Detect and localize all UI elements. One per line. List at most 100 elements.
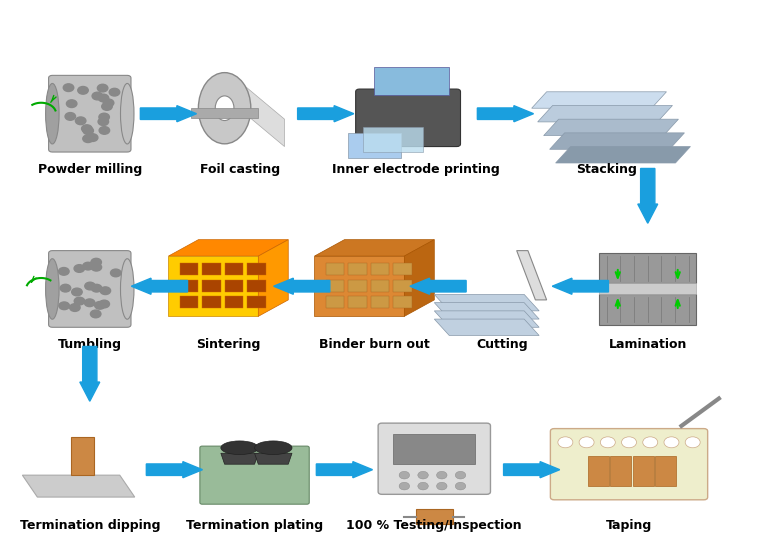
Circle shape: [83, 127, 94, 135]
Bar: [224, 280, 243, 292]
Polygon shape: [258, 240, 288, 316]
Polygon shape: [232, 76, 284, 147]
Polygon shape: [131, 278, 187, 294]
Polygon shape: [531, 92, 667, 108]
Bar: [655, 456, 676, 486]
Bar: [599, 284, 697, 295]
Circle shape: [418, 471, 429, 479]
Polygon shape: [254, 453, 292, 464]
Bar: [393, 434, 475, 464]
Polygon shape: [434, 295, 539, 311]
Circle shape: [91, 264, 101, 271]
Polygon shape: [363, 127, 423, 152]
Text: Cutting: Cutting: [476, 338, 528, 351]
Ellipse shape: [121, 259, 134, 319]
Bar: [415, 509, 453, 524]
Circle shape: [71, 288, 82, 296]
Circle shape: [58, 267, 69, 275]
Bar: [599, 295, 697, 325]
Polygon shape: [141, 106, 197, 122]
Ellipse shape: [215, 96, 234, 121]
FancyBboxPatch shape: [378, 423, 491, 494]
Polygon shape: [504, 461, 560, 478]
Polygon shape: [314, 240, 434, 256]
Circle shape: [99, 300, 110, 308]
Bar: [611, 456, 631, 486]
Bar: [588, 456, 609, 486]
Circle shape: [94, 301, 105, 309]
Circle shape: [104, 99, 114, 107]
Circle shape: [455, 482, 465, 490]
Circle shape: [81, 125, 92, 132]
Ellipse shape: [121, 83, 134, 144]
Circle shape: [100, 287, 111, 295]
Bar: [348, 296, 367, 308]
Polygon shape: [544, 119, 678, 136]
Text: Inner electrode printing: Inner electrode printing: [332, 163, 499, 176]
FancyBboxPatch shape: [200, 446, 310, 504]
Text: Lamination: Lamination: [608, 338, 687, 351]
Circle shape: [66, 100, 77, 107]
Bar: [224, 296, 243, 308]
Circle shape: [98, 85, 108, 92]
Ellipse shape: [45, 259, 59, 319]
Polygon shape: [517, 251, 547, 300]
Bar: [202, 280, 221, 292]
Circle shape: [83, 262, 93, 270]
Circle shape: [99, 113, 109, 121]
Bar: [247, 296, 266, 308]
Circle shape: [621, 437, 637, 448]
Text: Binder burn out: Binder burn out: [319, 338, 430, 351]
Polygon shape: [478, 106, 534, 122]
Circle shape: [91, 259, 101, 266]
Bar: [599, 254, 697, 284]
Text: Stacking: Stacking: [576, 163, 637, 176]
Circle shape: [98, 94, 109, 102]
Circle shape: [74, 297, 84, 305]
Circle shape: [601, 437, 615, 448]
Bar: [180, 280, 198, 292]
Text: Sintering: Sintering: [196, 338, 260, 351]
Circle shape: [111, 269, 121, 277]
Bar: [348, 280, 367, 292]
Bar: [202, 263, 221, 275]
Circle shape: [59, 302, 69, 310]
Bar: [247, 263, 266, 275]
Circle shape: [65, 112, 75, 120]
Polygon shape: [298, 106, 354, 122]
Text: Termination dipping: Termination dipping: [19, 519, 160, 532]
Polygon shape: [22, 475, 134, 497]
Circle shape: [579, 437, 594, 448]
Polygon shape: [168, 240, 288, 256]
Circle shape: [92, 92, 103, 100]
Bar: [371, 263, 389, 275]
Bar: [393, 296, 412, 308]
Bar: [371, 280, 389, 292]
Circle shape: [418, 482, 429, 490]
Circle shape: [101, 103, 112, 110]
Text: Termination plating: Termination plating: [186, 519, 323, 532]
Circle shape: [399, 482, 409, 490]
Bar: [393, 280, 412, 292]
Bar: [224, 263, 243, 275]
Bar: [374, 67, 449, 95]
Polygon shape: [637, 168, 657, 223]
Circle shape: [99, 127, 110, 134]
Polygon shape: [147, 461, 203, 478]
Polygon shape: [316, 461, 372, 478]
FancyBboxPatch shape: [551, 429, 707, 500]
Ellipse shape: [254, 441, 292, 455]
Circle shape: [84, 282, 95, 290]
Polygon shape: [538, 106, 673, 122]
Text: Foil casting: Foil casting: [200, 163, 280, 176]
Bar: [180, 296, 198, 308]
Text: Powder milling: Powder milling: [38, 163, 142, 176]
Bar: [326, 280, 344, 292]
Text: Taping: Taping: [606, 519, 652, 532]
Bar: [71, 437, 94, 475]
Circle shape: [643, 437, 657, 448]
Bar: [326, 263, 344, 275]
FancyBboxPatch shape: [356, 89, 461, 147]
Text: 100 % Testing/Inspection: 100 % Testing/Inspection: [346, 519, 522, 532]
Ellipse shape: [45, 83, 59, 144]
